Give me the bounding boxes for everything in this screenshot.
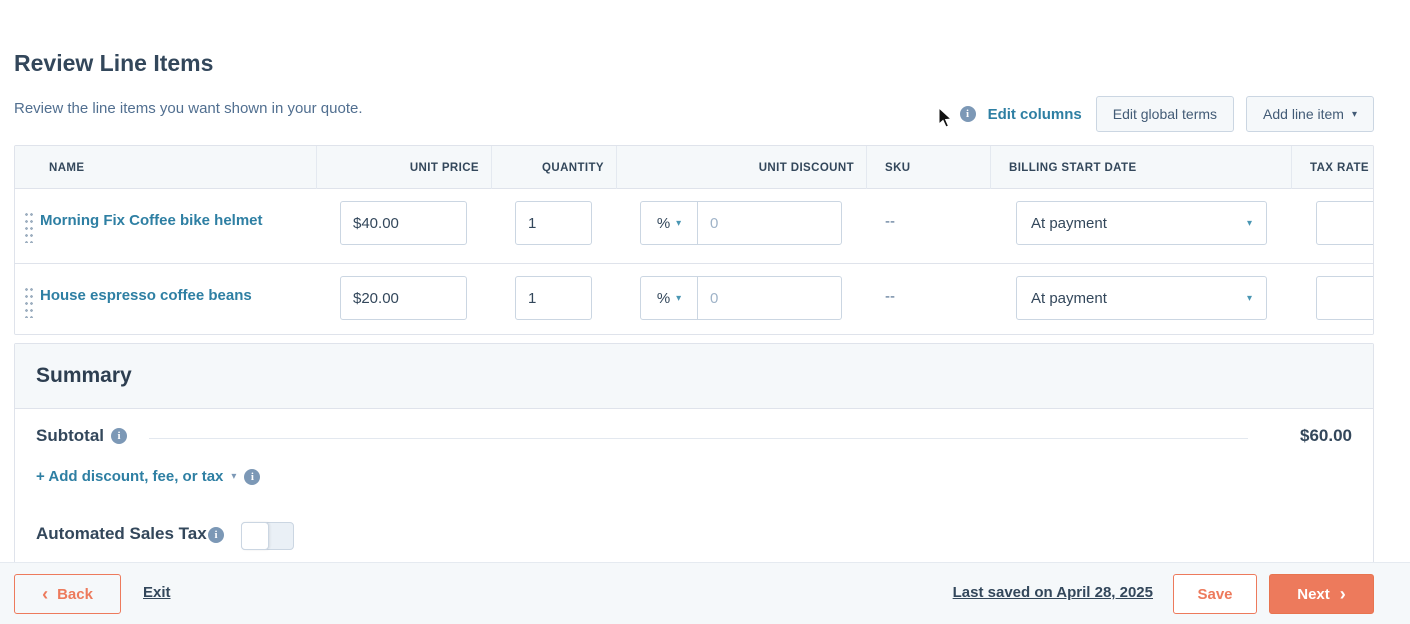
discount-unit-label: %	[656, 289, 671, 307]
unit-price-input[interactable]	[340, 276, 467, 320]
unit-price-input[interactable]	[340, 201, 467, 245]
chevron-down-icon: ▾	[676, 217, 682, 229]
column-header-billing-start-date: BILLING START DATE	[991, 146, 1292, 189]
sku-value: --	[885, 288, 895, 305]
chevron-down-icon: ▾	[1351, 108, 1357, 120]
column-header-unit-price: UNIT PRICE	[317, 146, 492, 189]
tax-rate-input[interactable]	[1316, 276, 1373, 320]
save-button[interactable]: Save	[1173, 574, 1257, 614]
chevron-down-icon: ▾	[1246, 217, 1252, 229]
back-label: Back	[57, 585, 93, 603]
tax-rate-input[interactable]	[1316, 201, 1373, 245]
table-header-row: NAME UNIT PRICE QUANTITY UNIT DISCOUNT S…	[15, 146, 1373, 189]
edit-global-terms-button[interactable]: Edit global terms	[1095, 96, 1235, 132]
toolbar: i Edit columns Edit global terms Add lin…	[959, 96, 1374, 132]
mouse-cursor	[938, 107, 953, 128]
info-icon: i	[208, 527, 224, 543]
chevron-left-icon: ‹	[42, 584, 49, 604]
column-header-unit-discount: UNIT DISCOUNT	[617, 146, 867, 189]
column-header-tax-rate: TAX RATE (	[1310, 161, 1374, 174]
exit-link[interactable]: Exit	[143, 584, 171, 601]
subtotal-label: Subtotal	[36, 426, 104, 445]
column-header-name: NAME	[15, 146, 317, 189]
summary-header: Summary	[15, 344, 1373, 409]
leader-line	[149, 438, 1248, 439]
chevron-right-icon: ›	[1339, 584, 1346, 604]
next-label: Next	[1297, 585, 1330, 603]
unit-discount-input[interactable]	[697, 276, 842, 320]
subtotal-value: $60.00	[1300, 426, 1352, 445]
chevron-down-icon: ▾	[231, 471, 237, 482]
info-icon: i	[244, 468, 261, 485]
back-button[interactable]: ‹ Back	[14, 574, 121, 614]
quantity-input[interactable]	[515, 276, 592, 320]
quantity-input[interactable]	[515, 201, 592, 245]
billing-start-date-value: At payment	[1031, 214, 1107, 232]
billing-start-date-value: At payment	[1031, 289, 1107, 307]
footer-bar: ‹ Back Exit Last saved on April 28, 2025…	[0, 562, 1410, 624]
add-line-item-button[interactable]: Add line item ▾	[1246, 96, 1374, 132]
table-row: Morning Fix Coffee bike helmet % ▾ -- At…	[15, 189, 1373, 263]
table-row: House espresso coffee beans % ▾ -- At pa…	[15, 263, 1373, 334]
discount-unit-dropdown[interactable]: % ▾	[640, 276, 698, 320]
page-subtitle: Review the line items you want shown in …	[14, 100, 363, 117]
chevron-down-icon: ▾	[676, 292, 682, 304]
page-title: Review Line Items	[14, 50, 214, 76]
info-icon: i	[111, 428, 127, 444]
column-header-sku: SKU	[867, 146, 991, 189]
billing-start-date-dropdown[interactable]: At payment ▾	[1016, 201, 1267, 245]
line-item-name-link[interactable]: House espresso coffee beans	[40, 287, 252, 304]
summary-title: Summary	[36, 364, 132, 387]
drag-handle-icon[interactable]	[23, 284, 33, 318]
discount-unit-dropdown[interactable]: % ▾	[640, 201, 698, 245]
sku-value: --	[885, 213, 895, 230]
next-button[interactable]: Next ›	[1269, 574, 1374, 614]
unit-discount-input[interactable]	[697, 201, 842, 245]
line-item-name-link[interactable]: Morning Fix Coffee bike helmet	[40, 212, 263, 229]
automated-sales-tax-toggle[interactable]	[241, 522, 294, 550]
automated-sales-tax-label: Automated Sales Tax	[36, 524, 207, 543]
add-discount-label: + Add discount, fee, or tax	[36, 468, 224, 485]
column-header-quantity: QUANTITY	[492, 146, 617, 189]
chevron-down-icon: ▾	[1246, 292, 1252, 304]
drag-handle-icon[interactable]	[23, 209, 33, 243]
billing-start-date-dropdown[interactable]: At payment ▾	[1016, 276, 1267, 320]
line-items-table: NAME UNIT PRICE QUANTITY UNIT DISCOUNT S…	[14, 145, 1374, 335]
discount-unit-label: %	[656, 214, 671, 232]
toggle-knob	[241, 522, 269, 550]
last-saved-link[interactable]: Last saved on April 28, 2025	[952, 584, 1153, 601]
edit-columns-link[interactable]: Edit columns	[987, 105, 1082, 123]
info-icon: i	[959, 106, 976, 122]
add-line-item-label: Add line item	[1263, 106, 1344, 122]
add-discount-fee-tax-link[interactable]: + Add discount, fee, or tax ▾ i	[36, 468, 261, 485]
